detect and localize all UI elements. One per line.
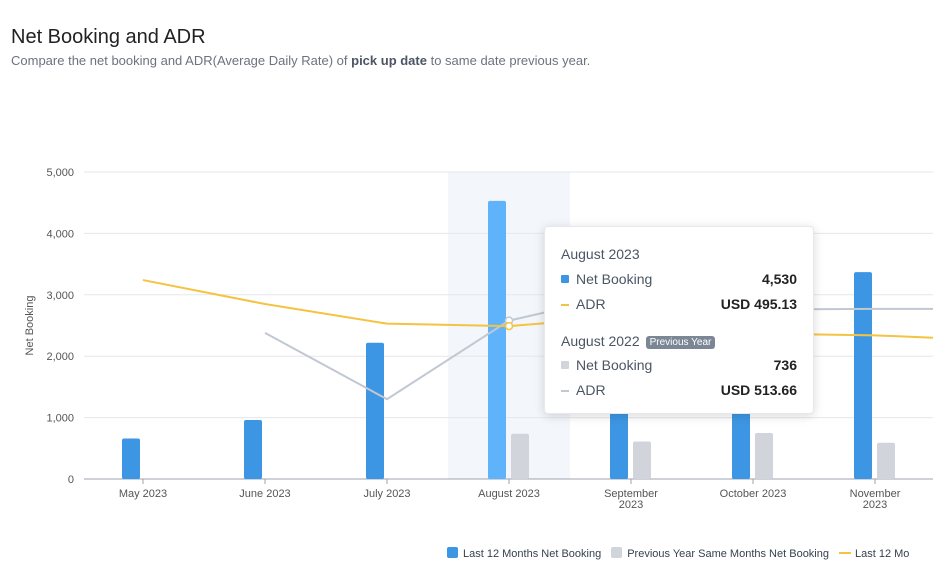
adr-marker [504, 321, 514, 331]
x-tick-label: October 2023 [720, 488, 787, 500]
chart-tooltip: August 2023 Net Booking 4,530 ADR USD 49… [544, 226, 814, 414]
legend-label: Previous Year Same Months Net Booking [627, 548, 829, 560]
y-tick-label: 4,000 [46, 228, 74, 240]
tooltip-previous-booking: Net Booking 736 [561, 357, 797, 375]
adr-swatch [561, 304, 569, 306]
net-booking-chart[interactable]: 0 1,000 2,000 3,000 4,000 5,000 Net Booking May… [0, 0, 933, 540]
y-axis-label: Net Booking [24, 296, 36, 356]
x-tick-label: November [850, 488, 901, 500]
x-tick-label: 2023 [619, 499, 643, 511]
prev-booking-bar[interactable] [877, 442, 895, 479]
net-booking-bar[interactable] [366, 342, 384, 479]
tooltip-previous-title: August 2022 Previous Year [561, 333, 716, 349]
tooltip-label: Net Booking [576, 357, 653, 373]
tooltip-value: USD 495.13 [720, 296, 797, 312]
tooltip-value: 4,530 [761, 271, 797, 287]
tooltip-current-title: August 2023 [561, 246, 640, 262]
subtitle-text: Compare the net booking and ADR(Average … [11, 53, 352, 68]
y-tick-label: 2,000 [46, 351, 74, 363]
net-booking-swatch [561, 275, 569, 283]
tooltip-label: Net Booking [576, 271, 653, 287]
legend-label: Last 12 Mo [854, 548, 910, 560]
tooltip-label: ADR [576, 296, 606, 312]
x-tick-label: July 2023 [363, 488, 410, 500]
x-tick-label: June 2023 [239, 488, 290, 500]
prev-booking-bar[interactable] [633, 441, 651, 479]
legend-swatch [447, 547, 458, 558]
tooltip-current-booking: Net Booking 4,530 [561, 271, 797, 289]
x-tick-label: August 2023 [478, 488, 540, 500]
legend-item-adr[interactable]: Last 12 Mo [838, 548, 910, 560]
x-tick-label: September [604, 488, 658, 500]
legend-swatch [611, 547, 623, 558]
tooltip-previous-adr: ADR USD 513.66 [561, 382, 797, 400]
subtitle-emphasis: pick up date [351, 53, 427, 68]
legend-swatch [838, 552, 851, 554]
y-tick-label: 3,000 [46, 290, 74, 302]
net-booking-bar[interactable] [488, 200, 506, 479]
y-tick-label: 1,000 [46, 413, 74, 425]
page-subtitle: Compare the net booking and ADR(Average … [11, 53, 590, 68]
previous-year-badge: Previous Year [645, 336, 716, 349]
net-booking-bar[interactable] [244, 420, 262, 479]
net-booking-bar[interactable] [122, 438, 140, 479]
net-booking-bar[interactable] [854, 272, 872, 479]
y-tick-label: 5,000 [46, 167, 74, 179]
tooltip-value: 736 [773, 357, 797, 373]
tooltip-value: USD 513.66 [720, 382, 797, 398]
legend-item-prev-booking[interactable]: Previous Year Same Months Net Booking [611, 547, 829, 560]
legend-label: Last 12 Months Net Booking [463, 548, 602, 560]
prev-booking-bar[interactable] [511, 433, 529, 479]
chart-legend: Last 12 Months Net Booking Previous Year … [447, 547, 919, 560]
subtitle-text-end: to same date previous year. [426, 53, 591, 68]
tooltip-previous-title-text: August 2022 [561, 333, 640, 349]
tooltip-label: ADR [576, 382, 606, 398]
legend-item-net-booking[interactable]: Last 12 Months Net Booking [447, 547, 601, 560]
page-title: Net Booking and ADR [11, 26, 206, 48]
x-tick-label: May 2023 [119, 488, 167, 500]
y-tick-label: 0 [68, 474, 74, 486]
prev-booking-bar[interactable] [755, 432, 773, 479]
x-tick-label: 2023 [863, 499, 887, 511]
prev-booking-swatch [561, 361, 569, 369]
prev-adr-swatch [561, 390, 569, 392]
tooltip-current-adr: ADR USD 495.13 [561, 296, 797, 314]
